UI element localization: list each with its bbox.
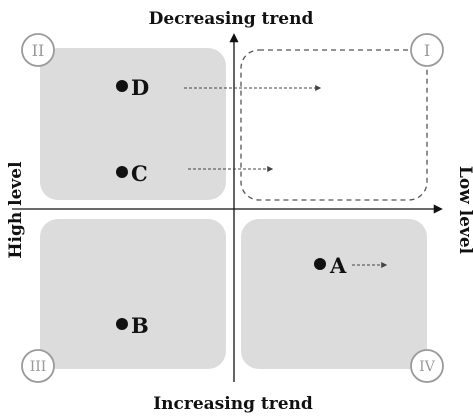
quadrant-box-1 bbox=[240, 49, 428, 201]
quadrant-badge-2: II bbox=[21, 33, 55, 67]
top-label: Decreasing trend bbox=[149, 9, 314, 29]
quadrant-box-2 bbox=[40, 48, 226, 200]
point-b-dot bbox=[116, 318, 128, 330]
right-label: Low level bbox=[455, 166, 473, 255]
point-a-dot bbox=[314, 258, 326, 270]
quadrant-badge-1: I bbox=[410, 33, 444, 67]
point-d-label: D bbox=[131, 75, 149, 100]
point-a-label: A bbox=[329, 253, 347, 278]
quadrant-badge-1-label: I bbox=[424, 41, 430, 60]
quadrant-badge-4-label: IV bbox=[419, 359, 436, 375]
left-label: High level bbox=[6, 161, 26, 259]
bottom-label: Increasing trend bbox=[153, 394, 313, 414]
quadrant-box-3 bbox=[40, 219, 226, 369]
point-c-label: C bbox=[131, 161, 148, 186]
quadrant-badge-4: IV bbox=[410, 349, 444, 383]
quadrant-badge-2-label: II bbox=[32, 41, 45, 60]
point-c-dot bbox=[116, 166, 128, 178]
quadrant-box-4 bbox=[241, 219, 427, 369]
point-d-dot bbox=[116, 80, 128, 92]
quadrant-badge-3-label: III bbox=[30, 359, 47, 375]
quadrant-badge-3: III bbox=[21, 349, 55, 383]
point-b-label: B bbox=[131, 313, 149, 338]
